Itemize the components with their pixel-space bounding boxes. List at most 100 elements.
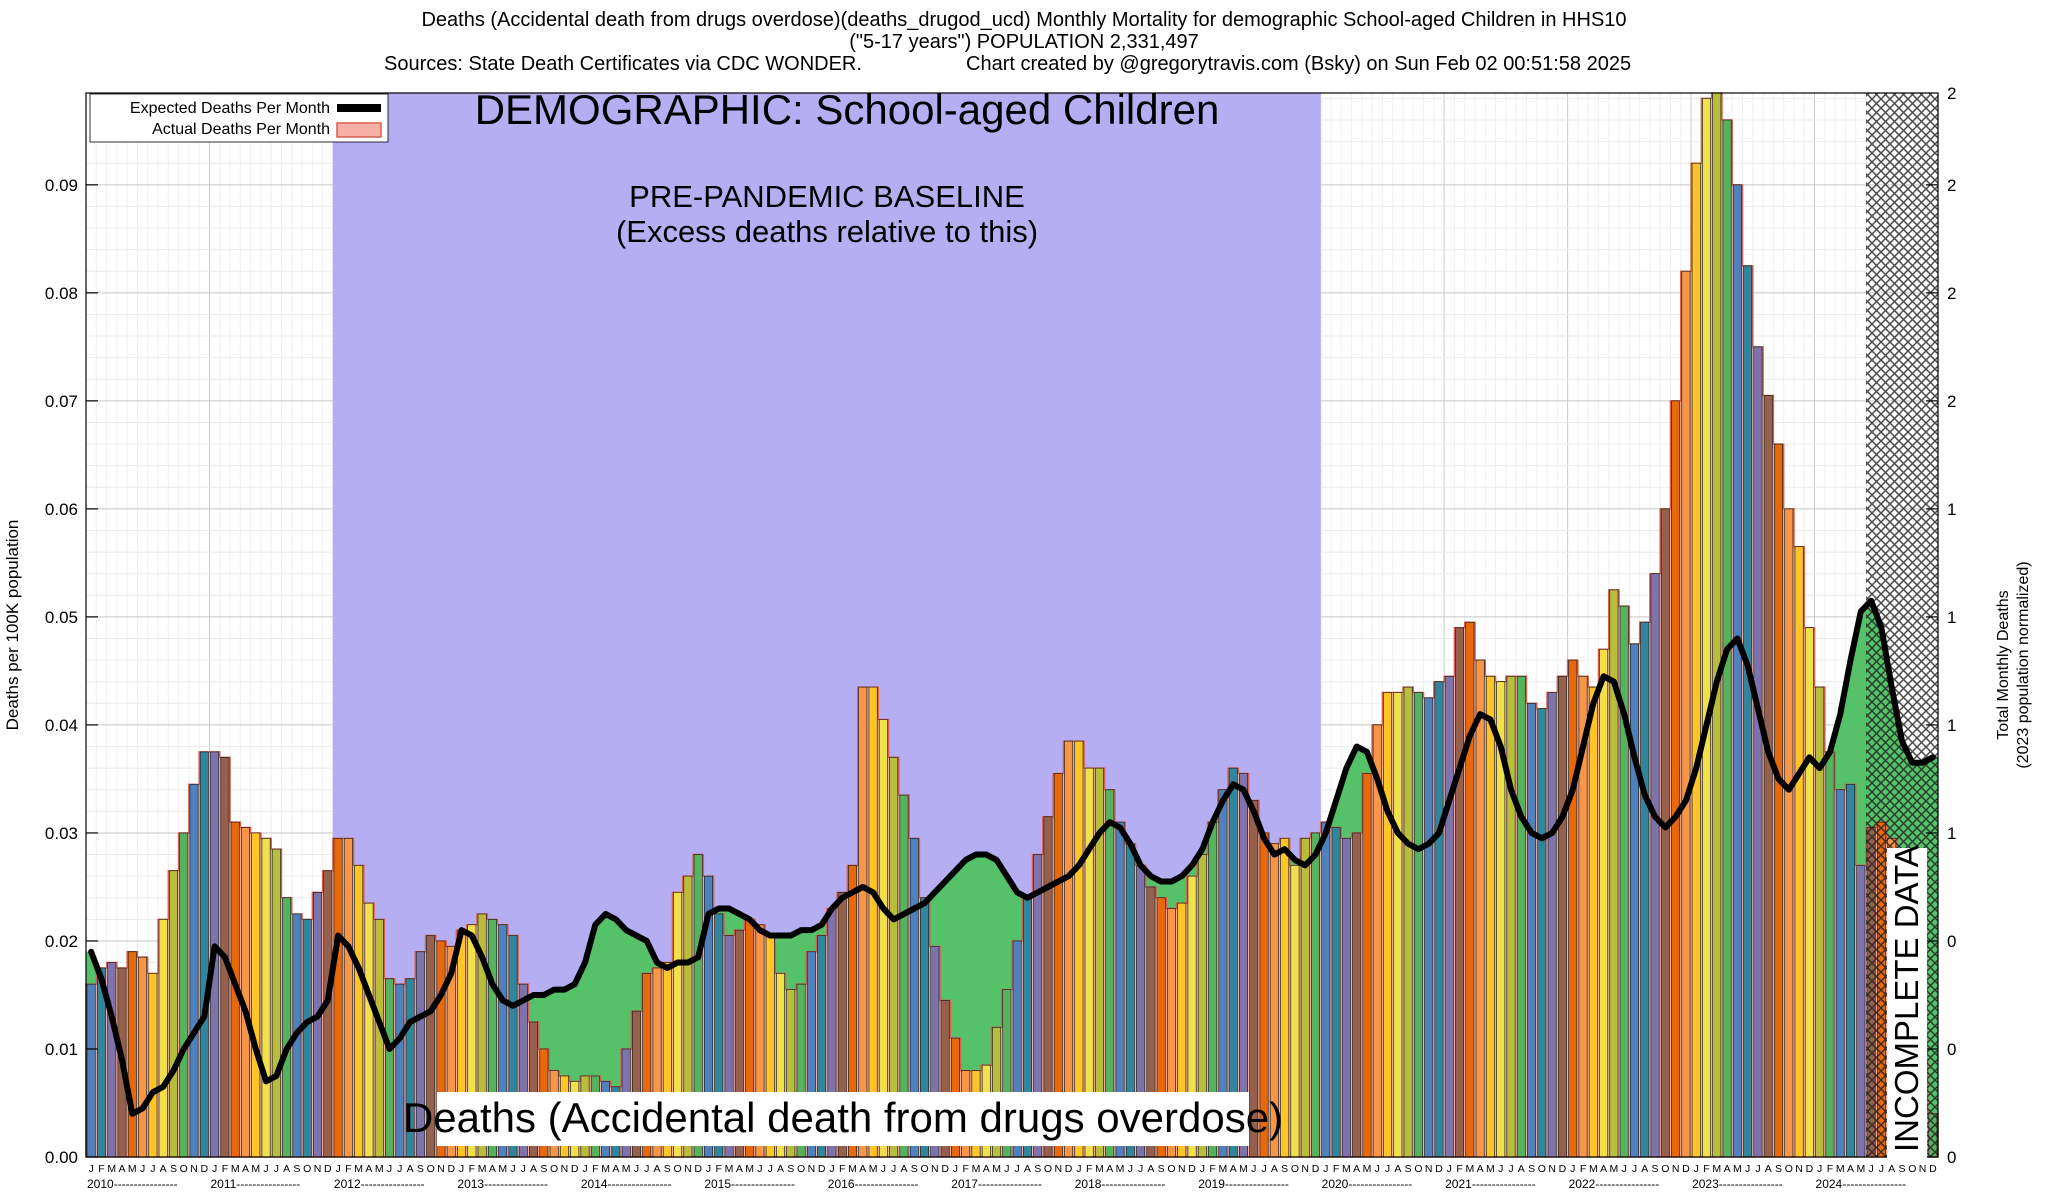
actual-bar [1856, 864, 1866, 1158]
actual-bar [1321, 821, 1331, 1158]
svg-text:O: O [1785, 1163, 1793, 1175]
actual-bar [1424, 697, 1434, 1158]
svg-text:A: A [654, 1163, 661, 1175]
svg-text:J: J [387, 1163, 392, 1175]
actual-bar [333, 837, 343, 1158]
svg-text:M: M [1610, 1163, 1619, 1175]
svg-text:J: J [1323, 1163, 1328, 1175]
svg-text:0.03: 0.03 [45, 824, 78, 843]
svg-text:M: M [848, 1163, 857, 1175]
svg-text:0.01: 0.01 [45, 1040, 78, 1059]
svg-text:A: A [1230, 1163, 1237, 1175]
svg-text:N: N [1919, 1163, 1927, 1175]
actual-bar [127, 951, 137, 1158]
svg-text:D: D [941, 1163, 949, 1175]
svg-text:2020----------------: 2020---------------- [1322, 1177, 1413, 1191]
actual-bar [1311, 832, 1321, 1158]
svg-text:J: J [829, 1163, 834, 1175]
svg-text:O: O [1661, 1163, 1669, 1175]
actual-bar [107, 962, 117, 1158]
svg-text:N: N [808, 1163, 816, 1175]
actual-bar [1599, 648, 1609, 1158]
svg-text:A: A [1477, 1163, 1484, 1175]
svg-text:J: J [1694, 1163, 1699, 1175]
svg-text:O: O [1167, 1163, 1175, 1175]
svg-text:N: N [684, 1163, 692, 1175]
actual-bar [240, 827, 250, 1158]
svg-text:F: F [1333, 1163, 1339, 1175]
svg-text:2019----------------: 2019---------------- [1198, 1177, 1289, 1191]
svg-text:O: O [797, 1163, 805, 1175]
svg-text:J: J [1261, 1163, 1266, 1175]
demographic-heading: DEMOGRAPHIC: School-aged Children [475, 86, 1220, 133]
actual-bar [1640, 621, 1650, 1158]
svg-text:A: A [1765, 1163, 1772, 1175]
svg-text:J: J [140, 1163, 145, 1175]
svg-text:J: J [397, 1163, 402, 1175]
svg-text:A: A [1271, 1163, 1278, 1175]
svg-text:S: S [664, 1163, 671, 1175]
svg-text:A: A [736, 1163, 743, 1175]
svg-text:F: F [1580, 1163, 1586, 1175]
svg-text:2021----------------: 2021---------------- [1445, 1177, 1536, 1191]
y-axis-right-label-line1: Total Monthly Deaths [1995, 590, 2012, 739]
svg-text:O: O [1538, 1163, 1546, 1175]
svg-text:J: J [1076, 1163, 1081, 1175]
svg-text:J: J [1251, 1163, 1256, 1175]
actual-bar [86, 983, 96, 1158]
svg-text:J: J [881, 1163, 886, 1175]
actual-bar [323, 870, 333, 1158]
chart-sources: Sources: State Death Certificates via CD… [384, 53, 862, 75]
actual-bar [1763, 395, 1773, 1158]
actual-bar [868, 686, 878, 1158]
baseline-heading-line2: (Excess deaths relative to this) [616, 214, 1038, 249]
svg-text:O: O [1291, 1163, 1299, 1175]
actual-bar [199, 751, 209, 1158]
actual-bar [261, 837, 271, 1158]
svg-text:J: J [274, 1163, 279, 1175]
actual-bar [158, 919, 168, 1158]
svg-text:0.04: 0.04 [45, 716, 78, 735]
y-axis-left-label: Deaths per 100K population [3, 520, 22, 731]
svg-text:J: J [582, 1163, 587, 1175]
actual-bar [1434, 681, 1444, 1158]
actual-bar [1702, 98, 1711, 1158]
svg-text:J: J [644, 1163, 649, 1175]
svg-text:F: F [98, 1163, 104, 1175]
svg-text:M: M [1856, 1163, 1865, 1175]
svg-text:0.05: 0.05 [45, 608, 78, 627]
actual-bar [1794, 546, 1804, 1158]
svg-text:J: J [1385, 1163, 1390, 1175]
svg-text:2: 2 [1947, 392, 1956, 411]
svg-text:M: M [1219, 1163, 1228, 1175]
actual-bar [1835, 789, 1845, 1158]
svg-text:D: D [1682, 1163, 1690, 1175]
svg-text:2: 2 [1947, 176, 1956, 195]
svg-text:N: N [1672, 1163, 1680, 1175]
svg-text:F: F [345, 1163, 351, 1175]
actual-bar [374, 919, 384, 1158]
svg-text:M: M [1239, 1163, 1248, 1175]
svg-text:M: M [622, 1163, 631, 1175]
actual-bar [1341, 837, 1351, 1158]
actual-bar [1681, 270, 1691, 1158]
svg-text:D: D [447, 1163, 455, 1175]
svg-text:N: N [437, 1163, 445, 1175]
svg-text:J: J [1508, 1163, 1513, 1175]
svg-text:S: S [1898, 1163, 1905, 1175]
svg-text:O: O [550, 1163, 558, 1175]
svg-text:M: M [1095, 1163, 1104, 1175]
svg-text:M: M [498, 1163, 507, 1175]
svg-text:J: J [757, 1163, 762, 1175]
svg-text:M: M [1486, 1163, 1495, 1175]
legend-actual-swatch [336, 122, 382, 138]
svg-text:2016----------------: 2016---------------- [828, 1177, 919, 1191]
actual-bar [1825, 751, 1835, 1158]
svg-text:A: A [900, 1163, 907, 1175]
svg-text:J: J [1879, 1163, 1884, 1175]
svg-text:M: M [107, 1163, 116, 1175]
svg-text:F: F [1703, 1163, 1709, 1175]
svg-text:M: M [1836, 1163, 1845, 1175]
svg-text:M: M [1342, 1163, 1351, 1175]
